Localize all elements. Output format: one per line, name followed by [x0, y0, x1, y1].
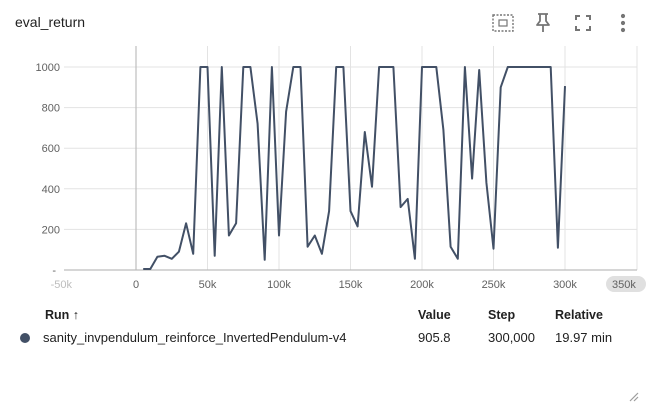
x-edge-pill — [606, 276, 646, 292]
fit-domain-button[interactable] — [483, 10, 523, 36]
y-tick-label: 200 — [42, 224, 60, 236]
fit-domain-icon — [492, 14, 514, 32]
more-options-button[interactable] — [603, 10, 643, 36]
chart-title: eval_return — [15, 14, 86, 30]
line-chart[interactable]: 200 400 600 800 1000 - 0 50k 100k 150k 200k 250k 300… — [0, 38, 653, 298]
column-header-relative[interactable]: Relative — [555, 308, 603, 322]
more-vert-icon — [620, 13, 626, 33]
pin-icon — [536, 13, 550, 32]
run-relative: 19.97 min — [555, 330, 613, 345]
x-edge-label-left: -50k — [51, 279, 73, 291]
x-tick-label: 100k — [267, 279, 291, 291]
x-tick-label: 150k — [339, 279, 363, 291]
resize-handle-icon[interactable] — [629, 392, 639, 402]
y-tick-label: 800 — [42, 103, 60, 115]
x-tick-label: 300k — [553, 279, 577, 291]
chart-ticks: 200 400 600 800 1000 - 0 50k 100k 150k 200k 250k 300… — [36, 62, 646, 292]
fullscreen-icon — [575, 15, 591, 31]
fullscreen-button[interactable] — [563, 10, 603, 36]
column-header-step[interactable]: Step — [488, 308, 516, 322]
y-tick-label: 1000 — [36, 62, 60, 74]
card-toolbar — [483, 10, 643, 36]
x-edge-label-right: 350k — [612, 279, 636, 291]
y-tick-label: 400 — [42, 184, 60, 196]
x-tick-label: 250k — [482, 279, 506, 291]
x-tick-label: 50k — [199, 279, 217, 291]
chart-series — [143, 66, 566, 270]
y-tick-label: 600 — [42, 143, 60, 155]
run-name: sanity_invpendulum_reinforce_InvertedPen… — [43, 330, 347, 345]
run-value: 905.8 — [418, 330, 451, 345]
chart-axes — [64, 46, 637, 271]
series-line — [143, 66, 566, 270]
run-color-swatch — [20, 333, 30, 343]
column-header-value[interactable]: Value — [418, 308, 451, 322]
run-step: 300,000 — [488, 330, 535, 345]
y-tick-label: - — [52, 265, 56, 277]
x-tick-label: 0 — [133, 279, 139, 291]
x-tick-label: 200k — [410, 279, 434, 291]
pin-button[interactable] — [523, 10, 563, 36]
column-header-run[interactable]: Run ↑ — [45, 308, 80, 322]
